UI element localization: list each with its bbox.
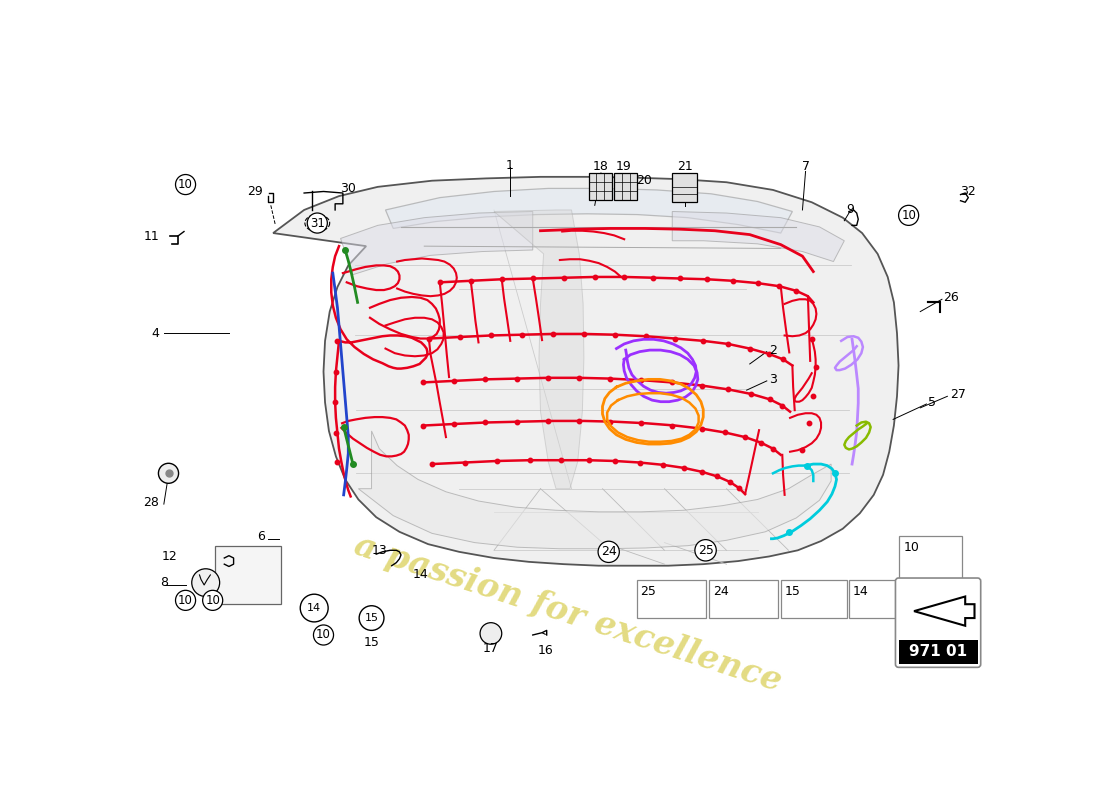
Text: 20: 20 [636, 174, 651, 187]
Polygon shape [385, 188, 792, 233]
Text: 26: 26 [944, 291, 959, 304]
Polygon shape [359, 431, 832, 549]
Text: 14: 14 [412, 569, 428, 582]
FancyBboxPatch shape [849, 579, 915, 618]
Text: 24: 24 [713, 585, 729, 598]
Text: 19: 19 [616, 159, 631, 173]
Circle shape [300, 594, 328, 622]
Circle shape [480, 622, 502, 644]
Text: 6: 6 [257, 530, 265, 543]
Text: 10: 10 [178, 594, 192, 607]
Text: 29: 29 [248, 185, 263, 198]
Text: 30: 30 [341, 182, 356, 195]
Text: 21: 21 [676, 159, 693, 173]
FancyBboxPatch shape [637, 579, 706, 618]
Text: 5: 5 [928, 396, 936, 409]
Text: 27: 27 [949, 388, 966, 402]
Polygon shape [494, 210, 584, 489]
Polygon shape [914, 597, 975, 626]
Text: 10: 10 [901, 209, 916, 222]
Text: 8: 8 [161, 576, 168, 589]
Text: 1: 1 [506, 158, 514, 172]
Text: 14: 14 [307, 603, 321, 613]
Text: 10: 10 [178, 178, 192, 191]
Polygon shape [273, 177, 899, 566]
Text: 17: 17 [483, 642, 498, 655]
Text: 10: 10 [903, 541, 920, 554]
Polygon shape [672, 211, 845, 262]
Text: 14: 14 [852, 585, 869, 598]
Text: 3: 3 [769, 373, 777, 386]
Text: 31: 31 [310, 217, 324, 230]
Text: a passion for excellence: a passion for excellence [350, 529, 785, 698]
Text: 9: 9 [847, 203, 855, 217]
Text: 12: 12 [162, 550, 178, 563]
Text: 13: 13 [372, 544, 387, 557]
Circle shape [158, 463, 178, 483]
Polygon shape [341, 211, 532, 274]
Text: 25: 25 [640, 585, 657, 598]
Text: 2: 2 [769, 344, 777, 357]
Circle shape [359, 606, 384, 630]
Text: 4: 4 [152, 326, 160, 340]
Text: 18: 18 [593, 159, 609, 173]
Text: 28: 28 [143, 496, 160, 509]
Text: 15: 15 [364, 613, 378, 623]
FancyBboxPatch shape [588, 173, 612, 200]
Text: 25: 25 [697, 544, 714, 557]
Text: 15: 15 [784, 585, 801, 598]
Circle shape [191, 569, 220, 597]
FancyBboxPatch shape [899, 537, 962, 579]
Text: 15: 15 [364, 636, 380, 650]
FancyBboxPatch shape [781, 579, 847, 618]
Text: 7: 7 [802, 159, 810, 173]
Text: 971 01: 971 01 [909, 645, 967, 659]
FancyBboxPatch shape [895, 578, 981, 667]
Text: 11: 11 [143, 230, 160, 242]
FancyBboxPatch shape [899, 640, 978, 664]
FancyBboxPatch shape [710, 579, 778, 618]
Text: 10: 10 [206, 594, 220, 607]
Text: 16: 16 [538, 644, 553, 657]
FancyBboxPatch shape [672, 173, 697, 202]
FancyBboxPatch shape [614, 173, 637, 200]
Text: 32: 32 [960, 185, 977, 198]
FancyBboxPatch shape [214, 546, 280, 604]
Text: 10: 10 [316, 629, 331, 642]
Text: 24: 24 [601, 546, 617, 558]
